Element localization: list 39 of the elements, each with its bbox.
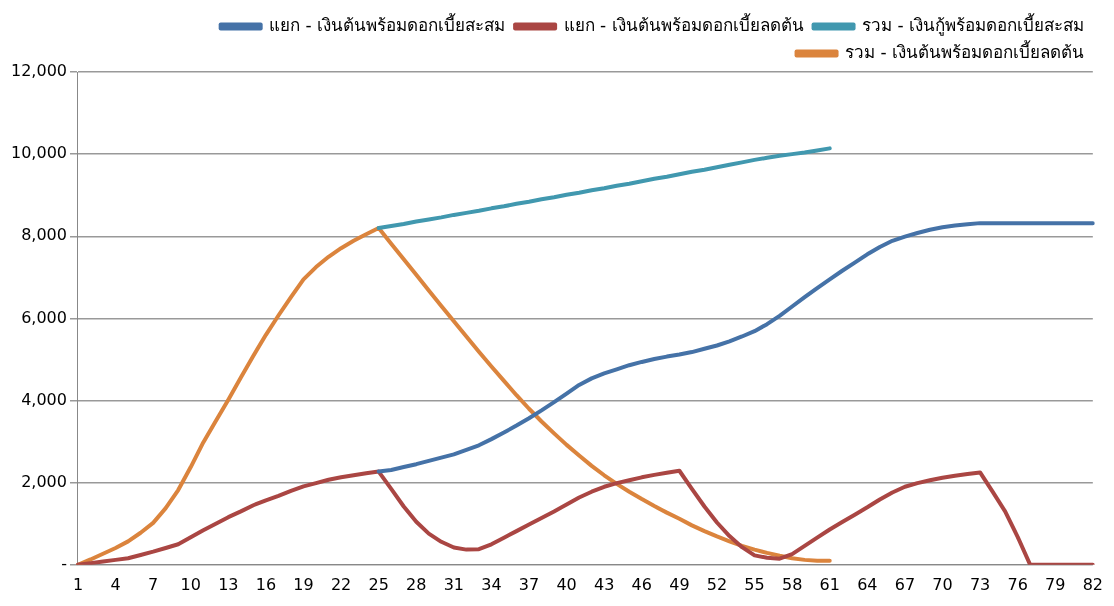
x-tick-label: 64 [857,574,878,594]
y-tick-label: 2,000 [21,471,67,491]
x-tick-label: 25 [368,574,389,594]
x-tick-label: 58 [781,574,803,594]
x-tick-label: 79 [1045,574,1066,594]
legend-label: แยก - เงินต้นพร้อมดอกเบี้ยลดต้น [563,12,804,35]
x-tick-label: 13 [218,574,239,594]
x-tick-label: 22 [330,574,352,594]
x-tick-label: 52 [706,574,728,594]
x-tick-label: 49 [669,574,690,594]
x-tick-label: 19 [293,574,314,594]
x-tick-label: 4 [110,574,121,594]
x-tick-label: 16 [255,574,277,594]
x-tick-label: 43 [594,574,615,594]
x-tick-label: 40 [556,574,577,594]
x-tick-label: 82 [1082,574,1103,594]
legend-label: แยก - เงินต้นพร้อมดอกเบี้ยสะสม [269,12,506,35]
x-tick-label: 61 [819,574,840,594]
x-tick-label: 7 [148,574,159,594]
x-tick-label: 55 [744,574,765,594]
x-tick-label: 28 [406,574,427,594]
x-tick-label: 37 [518,574,540,594]
x-tick-label: 67 [894,574,916,594]
x-tick-label: 46 [631,574,652,594]
y-tick-label: 8,000 [21,225,67,245]
x-tick-label: 34 [481,574,502,594]
y-tick-label: 12,000 [11,61,67,81]
legend-label: รวม - เงินกู้พร้อมดอกเบี้ยสะสม [862,12,1085,36]
y-tick-label: 10,000 [11,143,67,163]
x-tick-label: 31 [443,574,465,594]
legend-label: รวม - เงินต้นพร้อมดอกเบี้ยลดต้น [845,39,1085,62]
x-tick-label: 70 [932,574,953,594]
y-tick-label: 6,000 [21,307,67,327]
x-tick-label: 76 [1007,574,1028,594]
y-tick-label: - [61,553,67,573]
x-tick-label: 1 [72,574,84,594]
x-tick-label: 10 [180,574,201,594]
x-tick-label: 73 [969,574,991,594]
y-tick-label: 4,000 [21,389,67,409]
